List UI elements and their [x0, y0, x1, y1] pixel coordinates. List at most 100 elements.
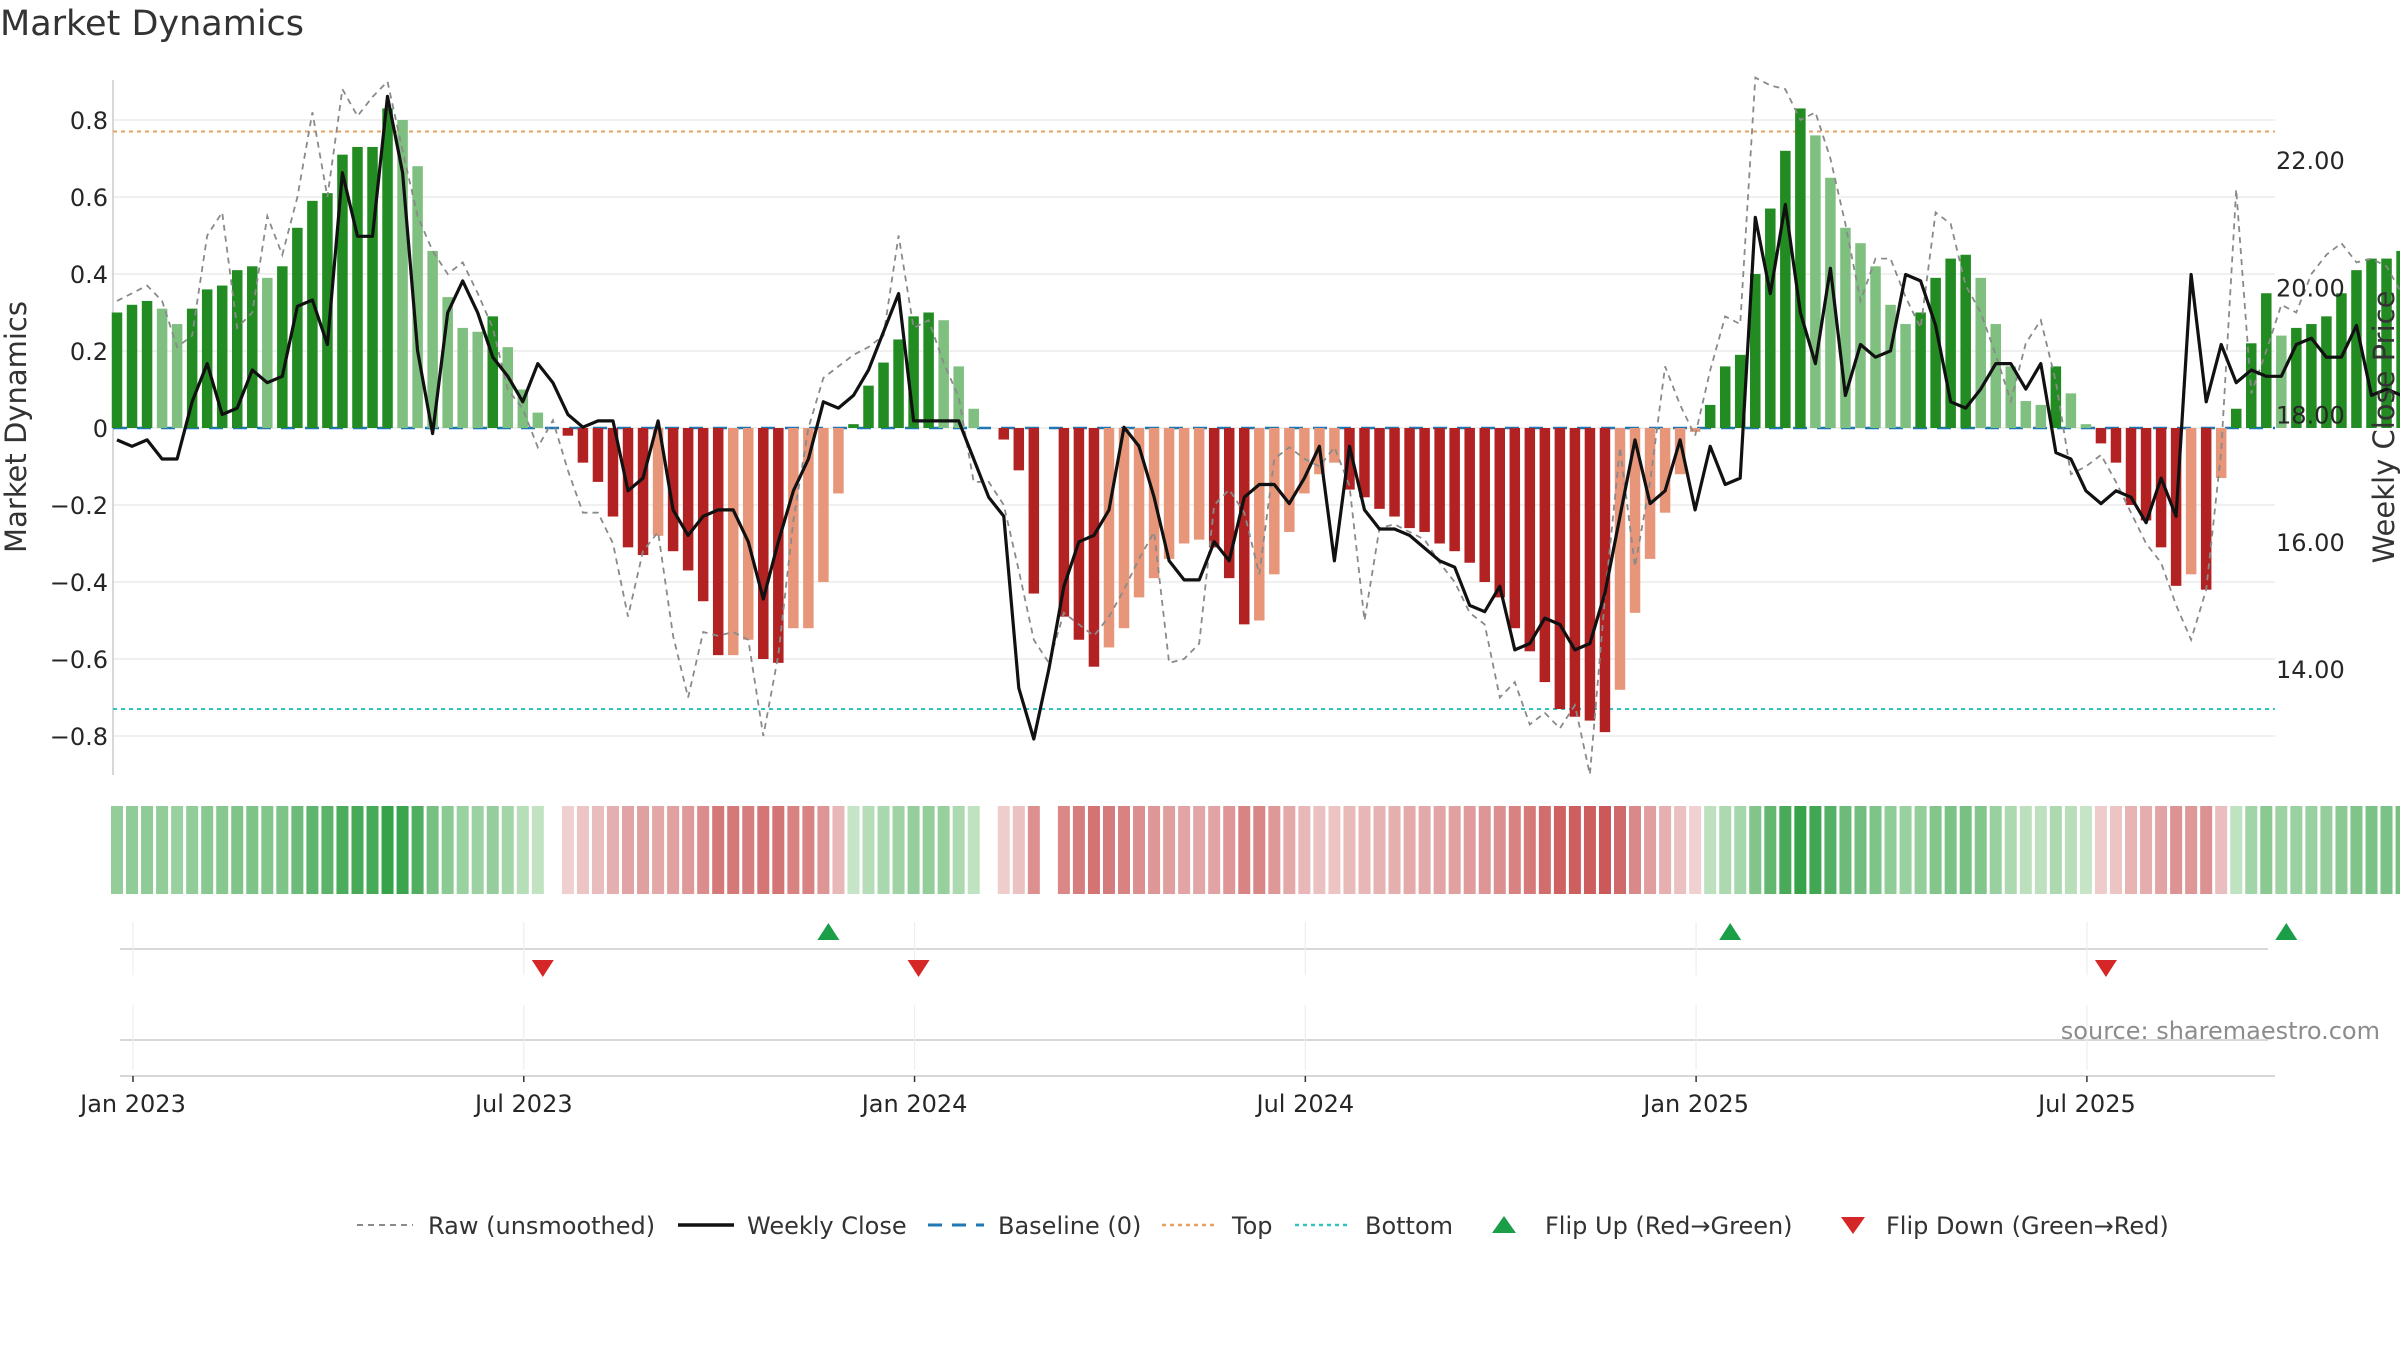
strip-cell — [682, 806, 695, 894]
strip-cell — [727, 806, 740, 894]
strip-cell — [1644, 806, 1657, 894]
strip-cell — [111, 806, 123, 894]
strip-cell — [1118, 806, 1131, 894]
bar — [412, 166, 423, 428]
strip-cell — [1899, 806, 1912, 894]
flip-up-marker — [817, 923, 840, 940]
strip-cell — [291, 806, 304, 894]
strip-cell — [2064, 806, 2077, 894]
strip-cell — [561, 806, 574, 894]
bar — [1163, 428, 1175, 559]
bar — [2035, 404, 2047, 428]
bar — [2050, 366, 2062, 428]
raw-line-group — [116, 76, 2400, 775]
bar — [2351, 270, 2362, 428]
bar — [1058, 428, 1070, 617]
bar — [1840, 227, 1851, 428]
strip-cell — [1328, 806, 1341, 894]
legend-label: Baseline (0) — [998, 1212, 1141, 1240]
y-tick-left: 0.8 — [70, 107, 108, 135]
flip-markers — [120, 922, 2298, 1070]
strip-cell — [1629, 806, 1642, 894]
strip-cell — [817, 806, 830, 894]
strip-cell — [1659, 806, 1672, 894]
bar — [1975, 277, 1986, 428]
legend-item: Baseline (0) — [928, 1212, 1141, 1240]
strip-cell — [546, 806, 559, 894]
bar — [1269, 428, 1280, 575]
strip-cell — [606, 806, 619, 894]
bar — [908, 316, 919, 428]
strip-cell — [2094, 806, 2107, 894]
strip-cell — [1974, 806, 1987, 894]
y-tick-right: 18.00 — [2276, 402, 2345, 430]
x-tick-label: Jan 2023 — [78, 1090, 186, 1118]
strip-cell — [2215, 806, 2228, 894]
strip-cell — [787, 806, 800, 894]
bar — [1674, 428, 1686, 475]
strip-cell — [1959, 806, 1972, 894]
bar — [848, 424, 859, 428]
bar — [1885, 304, 1896, 428]
bar — [1133, 428, 1145, 598]
y-tick-right: 16.00 — [2276, 529, 2345, 557]
y-tick-left: −0.4 — [50, 569, 108, 597]
strip-cell — [216, 806, 229, 894]
bar — [2185, 428, 2197, 575]
bar — [111, 312, 123, 428]
signal-strip — [111, 806, 2400, 894]
bar — [1704, 404, 1716, 428]
strip-cell — [937, 806, 950, 894]
bar — [1750, 274, 1761, 428]
bar — [938, 320, 949, 428]
bar — [1960, 254, 1971, 428]
strip-cell — [366, 806, 379, 894]
strip-cell — [261, 806, 274, 894]
strip-cell — [1614, 806, 1626, 894]
bar — [1795, 108, 1806, 428]
chart-title: Market Dynamics — [0, 4, 305, 44]
strip-cell — [2140, 806, 2153, 894]
bar — [712, 428, 724, 656]
bar — [968, 408, 979, 428]
strip-cell — [1463, 806, 1476, 894]
strip-cell — [997, 806, 1010, 894]
bar — [1208, 428, 1220, 548]
strip-cell — [531, 806, 544, 894]
strip-cell — [1193, 806, 1206, 894]
strip-cell — [2275, 806, 2288, 894]
strip-cell — [396, 806, 409, 894]
flip-up-marker — [2275, 923, 2298, 940]
strip-cell — [757, 806, 770, 894]
strip-cell — [1794, 806, 1807, 894]
bars — [111, 108, 2400, 733]
bar — [1103, 428, 1115, 648]
strip-cell — [2109, 806, 2122, 894]
bar — [878, 362, 889, 428]
bar — [1329, 428, 1340, 463]
bar — [216, 285, 228, 428]
bar — [1223, 428, 1235, 579]
strip-cell — [201, 806, 214, 894]
strip-cell — [411, 806, 424, 894]
bar — [1900, 324, 1911, 428]
legend-swatch — [1841, 1217, 1865, 1234]
bar — [2215, 428, 2227, 479]
raw-line — [116, 76, 2400, 775]
strip-cell — [2380, 806, 2393, 894]
strip-cell — [171, 806, 184, 894]
strip-cell — [441, 806, 454, 894]
strip-cell — [456, 806, 469, 894]
strip-cell — [1508, 806, 1521, 894]
strip-cell — [2170, 806, 2183, 894]
y-tick-left: −0.8 — [50, 723, 108, 751]
bar — [1915, 312, 1926, 428]
bar — [2080, 424, 2092, 428]
bar — [2020, 401, 2032, 428]
bar — [2005, 366, 2017, 428]
legend: Raw (unsmoothed) Weekly Close Baseline (0)… — [357, 1212, 2169, 1240]
bar — [1644, 428, 1656, 559]
bar — [1073, 428, 1085, 640]
weekly-close-line — [116, 94, 2400, 741]
bar — [2095, 428, 2107, 444]
